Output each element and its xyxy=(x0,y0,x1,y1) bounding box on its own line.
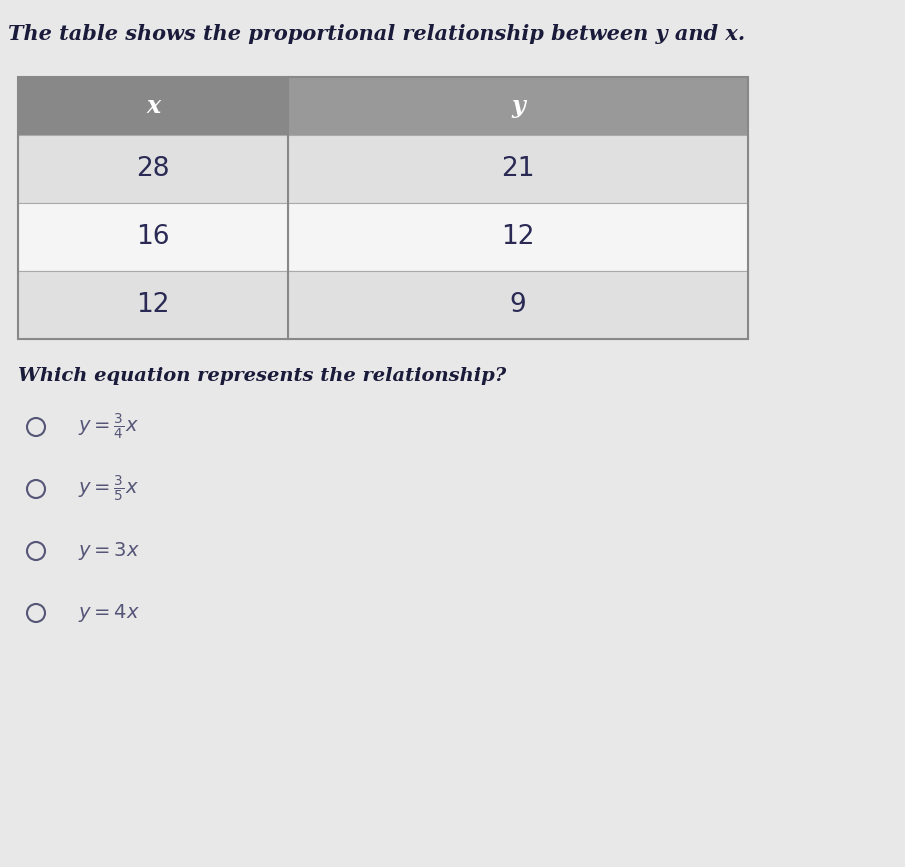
Bar xyxy=(288,271,748,339)
Circle shape xyxy=(27,542,45,560)
Text: y: y xyxy=(511,94,525,118)
Text: $y = \frac{3}{5}x$: $y = \frac{3}{5}x$ xyxy=(78,474,138,504)
Bar xyxy=(18,271,288,339)
Text: The table shows the proportional relationship between y and x.: The table shows the proportional relatio… xyxy=(8,24,745,44)
Text: 21: 21 xyxy=(501,156,535,182)
Bar xyxy=(288,135,748,203)
Circle shape xyxy=(27,418,45,436)
Bar xyxy=(18,77,748,339)
Circle shape xyxy=(27,604,45,622)
Text: 12: 12 xyxy=(501,224,535,250)
Bar xyxy=(288,77,748,135)
Text: $y = 3x$: $y = 3x$ xyxy=(78,540,140,562)
Text: $y = 4x$: $y = 4x$ xyxy=(78,602,140,624)
Text: 28: 28 xyxy=(137,156,170,182)
Text: 16: 16 xyxy=(137,224,170,250)
Text: 12: 12 xyxy=(137,292,170,318)
Circle shape xyxy=(27,480,45,498)
Bar xyxy=(18,135,288,203)
Text: Which equation represents the relationship?: Which equation represents the relationsh… xyxy=(18,367,506,385)
Bar xyxy=(18,203,288,271)
Text: $y = \frac{3}{4}x$: $y = \frac{3}{4}x$ xyxy=(78,412,138,442)
Bar xyxy=(288,203,748,271)
Text: 9: 9 xyxy=(510,292,527,318)
Text: x: x xyxy=(146,94,160,118)
Bar xyxy=(18,77,288,135)
